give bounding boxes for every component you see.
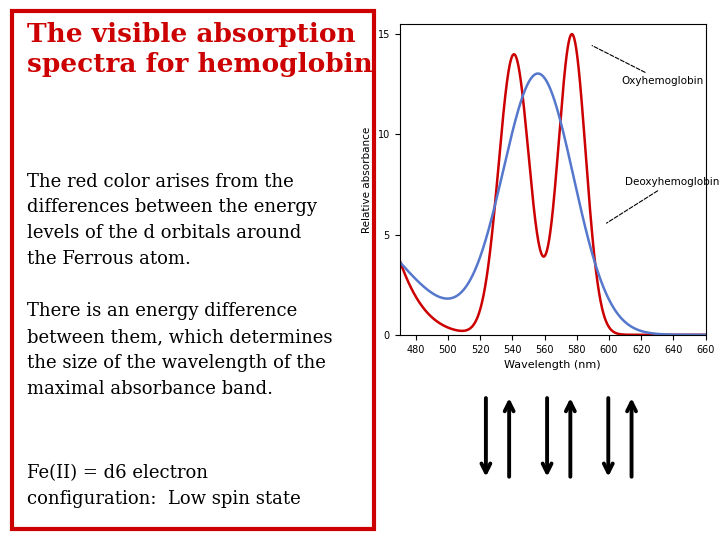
Y-axis label: Relative absorbance: Relative absorbance [362,126,372,233]
Text: Oxyhemoglobin: Oxyhemoglobin [592,45,704,86]
Text: Fe(II) = d6 electron
configuration:  Low spin state: Fe(II) = d6 electron configuration: Low … [27,464,301,508]
Text: There is an energy difference
between them, which determines
the size of the wav: There is an energy difference between th… [27,302,333,397]
Text: Deoxyhemoglobin: Deoxyhemoglobin [606,177,719,223]
Text: The red color arises from the
differences between the energy
levels of the d orb: The red color arises from the difference… [27,173,317,268]
X-axis label: Wavelength (nm): Wavelength (nm) [504,360,601,370]
Text: The visible absorption
spectra for hemoglobin: The visible absorption spectra for hemog… [27,22,373,77]
